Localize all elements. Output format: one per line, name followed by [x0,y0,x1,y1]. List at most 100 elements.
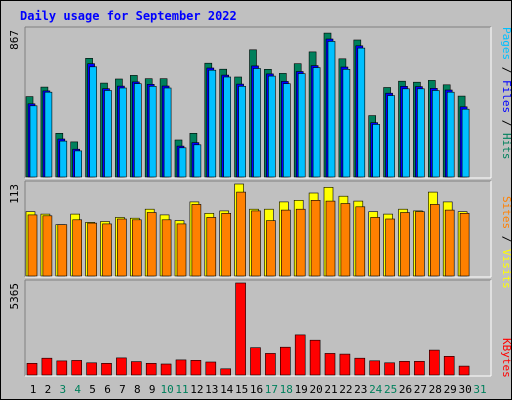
hits-bar-pages-day-20 [312,67,321,178]
day-label-20: 20 [309,383,322,396]
visits-bar-sites-day-3 [57,224,68,277]
day-label-24: 24 [369,383,383,396]
visits-bar-sites-day-22 [340,203,351,277]
hits-bar-pages-day-21 [327,41,336,178]
chart-title: Daily usage for September 2022 [20,9,237,23]
visits-bar-sites-day-28 [429,204,440,277]
hits-max-label: 867 [8,30,21,50]
kbytes-bar-kbytes-day-10 [160,363,172,376]
kbytes-bar-kbytes-day-29 [443,355,455,376]
kbytes-bar-kbytes-day-8 [131,361,142,376]
side-label-visits: Visits [500,249,512,289]
hits-bar-pages-day-16 [253,68,261,178]
visits-bar-sites-day-10 [161,219,172,277]
day-label-5: 5 [89,383,96,396]
day-label-16: 16 [250,383,263,396]
side-label-hits: Hits [500,133,512,160]
day-label-30: 30 [458,383,471,396]
day-label-11: 11 [175,383,188,396]
day-label-25: 25 [384,383,397,396]
visits-bar-sites-day-4 [72,219,82,277]
hits-bar-pages-day-7 [119,87,127,178]
side-label-files: Files [500,80,512,113]
kbytes-bar-kbytes-day-25 [384,362,395,376]
kbytes-bar-kbytes-day-19 [294,334,306,376]
visits-bar-sites-day-8 [132,219,142,277]
visits-bar-sites-day-6 [102,223,112,277]
day-label-6: 6 [104,383,111,396]
day-axis: 1 2 3 4 5 6 7 8 9 10 11 12 13 14 15 16 17 18 19 20 21 22 23 24 2… [30,383,487,396]
day-label-18: 18 [280,383,293,396]
day-label-1: 1 [30,383,37,396]
visits-bar-sites-day-15 [236,191,246,277]
hits-bar-pages-day-15 [238,86,246,178]
kbytes-bar-kbytes-day-4 [71,360,82,376]
visits-bar-sites-day-27 [415,211,425,277]
kbytes-bar-kbytes-day-11 [175,359,187,376]
kbytes-bar-kbytes-day-1 [26,362,38,376]
hits-bar-pages-day-12 [193,144,202,178]
hits-bar-pages-day-29 [446,91,455,178]
hits-bar-pages-day-6 [104,90,112,178]
kbytes-bar-kbytes-day-3 [56,360,68,376]
day-label-21: 21 [324,383,337,396]
visits-bar-sites-day-9 [146,212,157,277]
kbytes-bar-kbytes-day-20 [309,339,321,376]
side-label-separator: / [500,229,512,249]
kbytes-bar-kbytes-day-5 [86,362,97,376]
hits-bar-pages-day-26 [402,88,410,178]
kbytes-bar-kbytes-day-30 [458,365,470,376]
panel-visits [24,180,492,278]
visits-bar-sites-day-1 [27,214,38,277]
visits-bar-sites-day-17 [266,220,276,277]
visits-bar-sites-day-24 [370,217,381,277]
kbytes-bar-kbytes-day-26 [399,360,410,376]
day-label-15: 15 [235,383,248,396]
kbytes-bar-kbytes-day-9 [145,362,157,376]
side-label-sites: Sites [500,196,512,229]
side-label-separator: / [500,113,512,133]
kbytes-side-label: KBytes [500,338,512,378]
hits-bar-pages-day-24 [372,124,381,178]
day-label-14: 14 [220,383,234,396]
visits-bar-sites-day-2 [42,215,53,277]
visits-bar-sites-day-14 [221,213,231,277]
day-label-26: 26 [399,383,412,396]
day-label-22: 22 [339,383,352,396]
kbytes-bar-kbytes-day-24 [369,360,381,376]
hits-bar-pages-day-25 [387,95,395,178]
kbytes-bars [26,282,470,376]
day-label-31: 31 [473,383,486,396]
day-label-29: 29 [444,383,457,396]
hits-bar-pages-day-17 [268,75,276,178]
hits-side-label: Pages / Files / Hits [500,27,512,160]
panel-hits [24,26,492,179]
kbytes-bar-kbytes-day-6 [101,362,112,376]
visits-bar-sites-day-19 [295,208,306,277]
hits-bar-pages-day-18 [282,83,291,178]
day-label-7: 7 [119,383,126,396]
visits-bar-sites-day-25 [385,218,395,277]
visits-bar-sites-day-5 [87,222,97,277]
side-label-separator: / [500,60,512,80]
kbytes-bar-kbytes-day-28 [428,349,440,376]
hits-bar-pages-day-30 [461,108,470,178]
kbytes-bar-kbytes-day-15 [235,282,246,376]
visits-bars [25,183,470,277]
hits-bar-pages-day-8 [134,83,142,178]
visits-bar-sites-day-30 [459,213,470,277]
hits-bar-pages-day-28 [431,90,440,178]
hits-bar-pages-day-19 [297,73,306,178]
kbytes-bar-kbytes-day-21 [324,353,336,376]
side-label-kbytes: KBytes [500,338,512,378]
visits-bar-sites-day-29 [444,209,455,277]
visits-side-label: Sites / Visits [500,196,512,289]
hits-bar-pages-day-1 [29,105,38,178]
kbytes-max-label: 5365 [8,283,21,310]
day-label-4: 4 [74,383,81,396]
visits-bar-sites-day-26 [400,212,410,277]
hits-bar-pages-day-5 [89,66,97,178]
hits-bar-pages-day-27 [417,88,425,178]
visits-bar-sites-day-11 [176,223,187,277]
day-label-19: 19 [295,383,308,396]
